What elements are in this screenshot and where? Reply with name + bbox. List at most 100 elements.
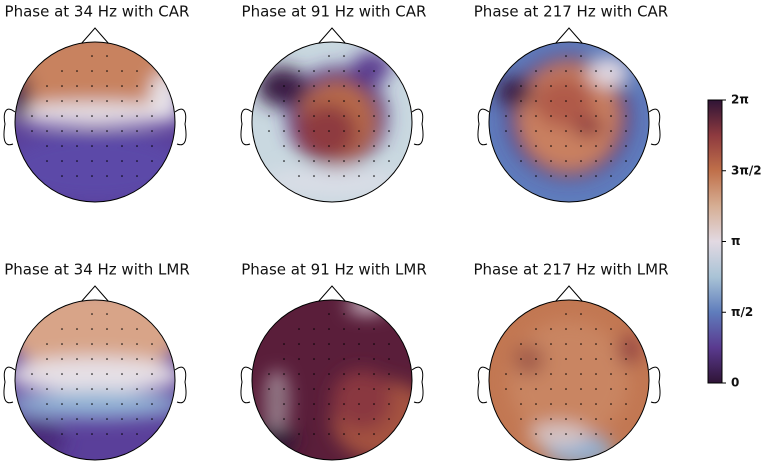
sensor xyxy=(595,358,597,360)
sensor xyxy=(313,403,315,405)
sensor xyxy=(283,403,285,405)
field-blob xyxy=(514,345,544,375)
field-blob xyxy=(257,67,307,107)
field-blob xyxy=(271,378,283,422)
left-ear xyxy=(3,108,16,146)
sensor xyxy=(373,100,375,102)
sensor xyxy=(373,145,375,147)
sensor xyxy=(106,373,108,375)
sensor xyxy=(328,55,330,57)
sensor xyxy=(298,403,300,405)
field-blobs xyxy=(509,320,639,460)
sensor xyxy=(625,373,627,375)
sensor xyxy=(298,70,300,72)
sensor xyxy=(91,55,93,57)
sensor xyxy=(550,145,552,147)
sensor xyxy=(76,85,78,87)
sensor xyxy=(121,100,123,102)
sensor xyxy=(313,145,315,147)
topomap xyxy=(240,27,424,203)
sensor xyxy=(580,175,582,177)
sensor xyxy=(535,388,537,390)
sensor xyxy=(358,373,360,375)
sensor xyxy=(91,130,93,132)
sensor xyxy=(625,403,627,405)
sensor xyxy=(106,433,108,435)
sensor xyxy=(136,328,138,330)
sensor xyxy=(76,343,78,345)
nose xyxy=(80,285,110,303)
sensor xyxy=(91,433,93,435)
sensor xyxy=(580,115,582,117)
sensor xyxy=(328,313,330,315)
field-blob xyxy=(262,167,402,197)
sensor xyxy=(106,343,108,345)
colorbar-tick-label: 3π/2 xyxy=(731,163,762,177)
sensor xyxy=(136,175,138,177)
sensor xyxy=(358,403,360,405)
sensor xyxy=(388,130,390,132)
sensor xyxy=(625,115,627,117)
sensor xyxy=(358,175,360,177)
sensor xyxy=(136,343,138,345)
sensor xyxy=(343,100,345,102)
sensor xyxy=(565,433,567,435)
sensor xyxy=(61,100,63,102)
sensor xyxy=(91,418,93,420)
sensor xyxy=(283,85,285,87)
sensor xyxy=(61,343,63,345)
sensor xyxy=(565,85,567,87)
sensor xyxy=(61,145,63,147)
sensor xyxy=(610,433,612,435)
sensor xyxy=(388,160,390,162)
sensor xyxy=(580,433,582,435)
sensor xyxy=(268,115,270,117)
sensor xyxy=(121,373,123,375)
sensor xyxy=(535,70,537,72)
sensor xyxy=(565,388,567,390)
sensor xyxy=(343,373,345,375)
sensor xyxy=(610,130,612,132)
sensor xyxy=(298,130,300,132)
sensor xyxy=(91,403,93,405)
sensor xyxy=(313,115,315,117)
sensor xyxy=(625,100,627,102)
sensor xyxy=(46,160,48,162)
sensor xyxy=(298,373,300,375)
sensor xyxy=(121,418,123,420)
sensor xyxy=(610,343,612,345)
sensor xyxy=(328,388,330,390)
sensor xyxy=(535,418,537,420)
sensor xyxy=(313,373,315,375)
sensor xyxy=(505,115,507,117)
sensor xyxy=(565,358,567,360)
nose xyxy=(554,285,584,303)
topomap xyxy=(3,285,187,461)
sensor xyxy=(373,70,375,72)
sensor xyxy=(76,160,78,162)
sensor xyxy=(46,130,48,132)
sensor xyxy=(565,418,567,420)
sensor xyxy=(373,418,375,420)
field-blob xyxy=(509,320,629,440)
sensor xyxy=(313,388,315,390)
sensor xyxy=(328,100,330,102)
sensor xyxy=(106,313,108,315)
sensor xyxy=(550,403,552,405)
sensor xyxy=(373,115,375,117)
field-blob xyxy=(15,391,175,419)
field xyxy=(252,42,412,202)
sensor xyxy=(283,358,285,360)
sensor xyxy=(313,100,315,102)
sensor xyxy=(520,100,522,102)
right-ear xyxy=(648,108,661,146)
sensor xyxy=(298,160,300,162)
sensor xyxy=(580,145,582,147)
sensor xyxy=(76,70,78,72)
sensor xyxy=(61,403,63,405)
sensor xyxy=(268,373,270,375)
colorbar-tick-label: π xyxy=(731,234,741,248)
sensor xyxy=(580,130,582,132)
sensor xyxy=(625,343,627,345)
sensor xyxy=(76,433,78,435)
